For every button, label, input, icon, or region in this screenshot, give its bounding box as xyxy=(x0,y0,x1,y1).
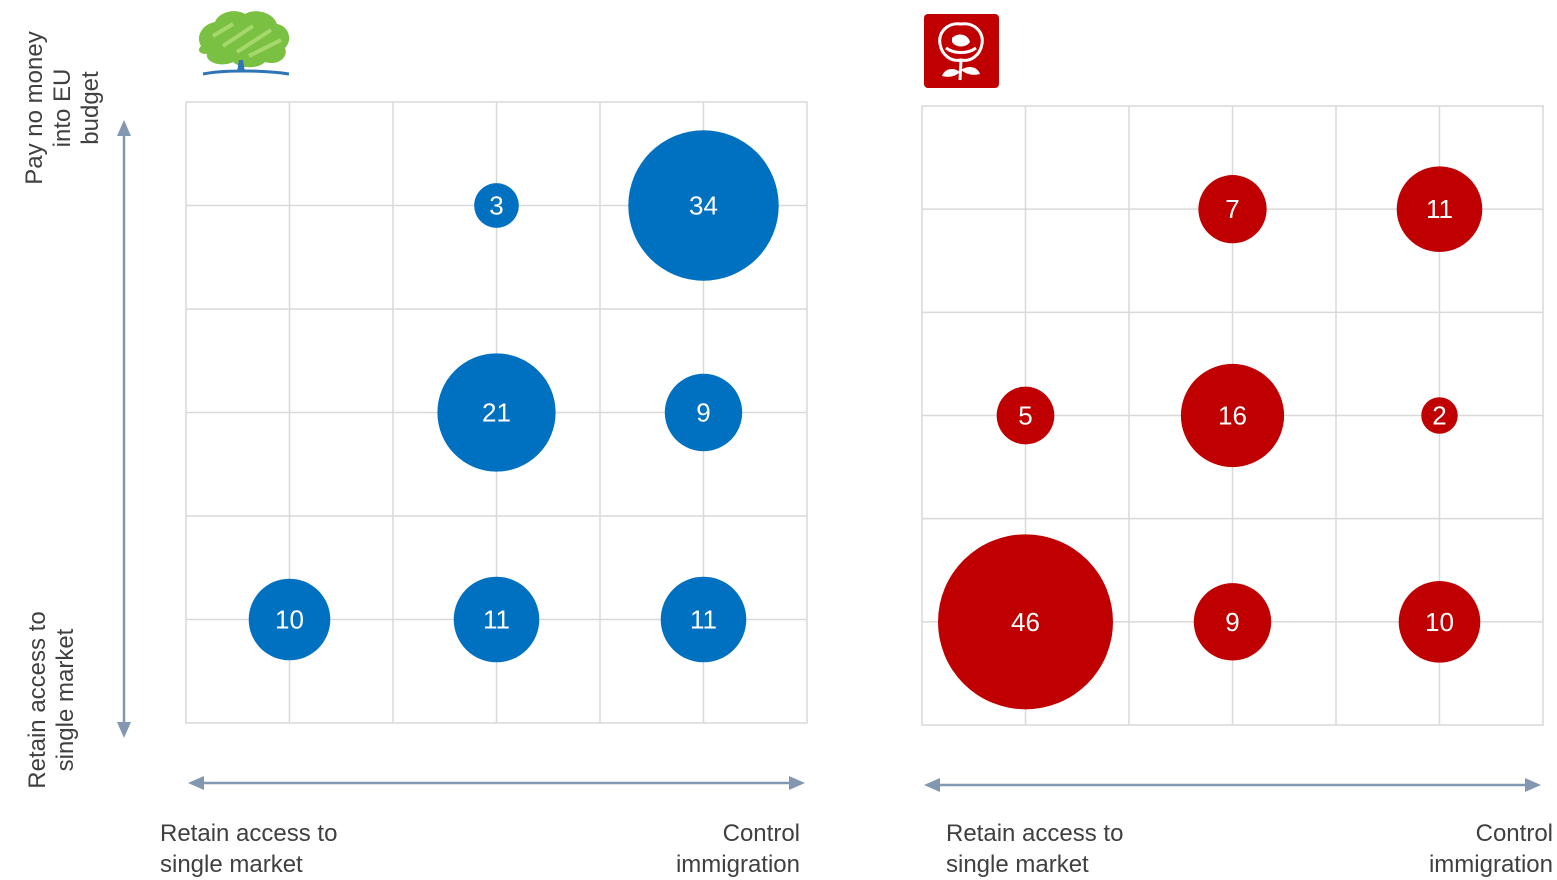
bubble-label: 9 xyxy=(1225,607,1239,637)
bubble xyxy=(628,130,779,281)
x-axis-right-line: immigration xyxy=(675,851,800,878)
bubble-label: 7 xyxy=(1225,194,1239,224)
bubble-label: 11 xyxy=(690,605,717,635)
y-axis-bottom-label: Retain access to single market xyxy=(24,608,80,792)
y-axis-arrowhead-top xyxy=(117,120,131,136)
bubble-label: 21 xyxy=(482,398,511,428)
conservative-tree-logo xyxy=(198,11,290,76)
bubble xyxy=(437,353,556,472)
chart-1: 3 34 21 9 10 11 11 xyxy=(185,101,808,790)
bubble-label: 2 xyxy=(1432,401,1446,431)
bubble xyxy=(996,386,1055,445)
bubble-label: 34 xyxy=(689,191,718,221)
x-axis-right-label-1: Control immigration xyxy=(600,818,800,880)
x-axis-left-line: single market xyxy=(160,851,303,878)
x-axis-arrowhead-right xyxy=(1525,778,1541,792)
bubble xyxy=(453,576,540,663)
x-axis-left-label-2: Retain access to single market xyxy=(946,818,1196,880)
bubble-label: 3 xyxy=(489,191,503,221)
y-axis-bottom-line: Retain access to xyxy=(24,611,51,789)
y-axis-top-label: Pay no money into EU budget xyxy=(21,21,105,195)
bubble-label: 16 xyxy=(1218,401,1247,431)
bubble xyxy=(938,534,1113,710)
bubble-label: 11 xyxy=(483,605,510,635)
x-axis-right-label-2: Control immigration xyxy=(1353,818,1553,880)
bubble-label: 9 xyxy=(696,398,710,428)
bubble xyxy=(248,578,331,661)
x-axis-left-line: Retain access to xyxy=(160,820,338,847)
bubble xyxy=(660,576,747,663)
bubble xyxy=(1421,397,1458,434)
x-axis-arrowhead-left xyxy=(924,778,940,792)
bubble xyxy=(1193,583,1272,661)
y-axis-arrowhead-bottom xyxy=(117,722,131,738)
y-axis-arrow xyxy=(117,120,131,738)
bubble-label: 10 xyxy=(1425,607,1454,637)
x-axis-right-line: Control xyxy=(722,820,800,847)
bubble xyxy=(1198,175,1267,244)
bubble xyxy=(1396,166,1483,252)
bubble-label: 10 xyxy=(275,605,304,635)
chart-2: 7 11 5 16 2 46 9 10 xyxy=(921,105,1544,792)
x-axis-right-line: immigration xyxy=(1428,851,1553,878)
x-axis-left-line: Retain access to xyxy=(946,820,1124,847)
y-axis-top-line: budget xyxy=(77,71,104,145)
labour-rose-logo xyxy=(924,14,999,88)
x-axis-arrowhead-right xyxy=(789,776,805,790)
y-axis-bottom-line: single market xyxy=(52,628,79,772)
y-axis-top-line: into EU xyxy=(49,68,76,148)
bubble xyxy=(664,373,743,452)
bubble-label: 5 xyxy=(1018,401,1032,431)
bubble xyxy=(1180,363,1285,468)
bubble-label: 46 xyxy=(1011,607,1040,637)
bubble xyxy=(474,183,519,228)
x-axis-left-label-1: Retain access to single market xyxy=(160,818,410,880)
x-axis-left-line: single market xyxy=(946,851,1089,878)
x-axis-arrowhead-left xyxy=(188,776,204,790)
bubble xyxy=(1398,581,1481,663)
bubble-label: 11 xyxy=(1426,194,1453,224)
x-axis-right-line: Control xyxy=(1475,820,1553,847)
y-axis-top-line: Pay no money xyxy=(21,31,48,185)
